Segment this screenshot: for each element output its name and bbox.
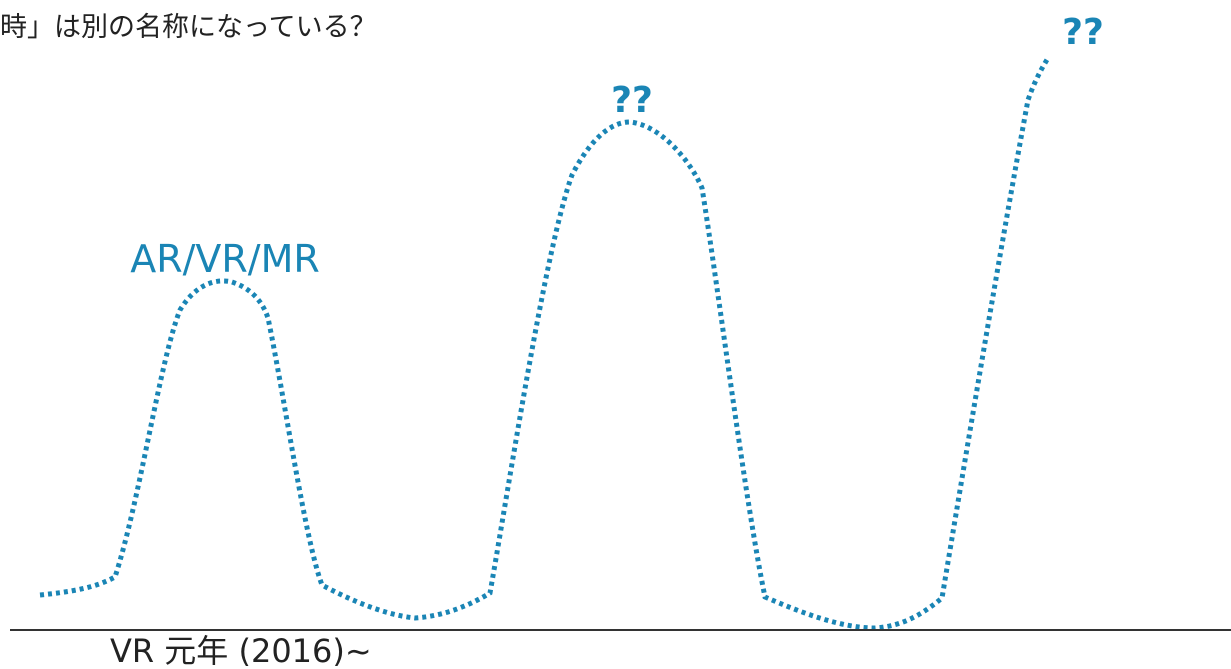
hype-curve [39, 56, 1051, 631]
peak-label: ?? [1062, 12, 1104, 53]
axis-label: VR 元年 (2016)~ [110, 632, 372, 669]
peak-label: ?? [611, 80, 653, 121]
peak-label: AR/VR/MR [130, 237, 320, 281]
title: 時」は別の名称になっている？ [0, 12, 377, 43]
